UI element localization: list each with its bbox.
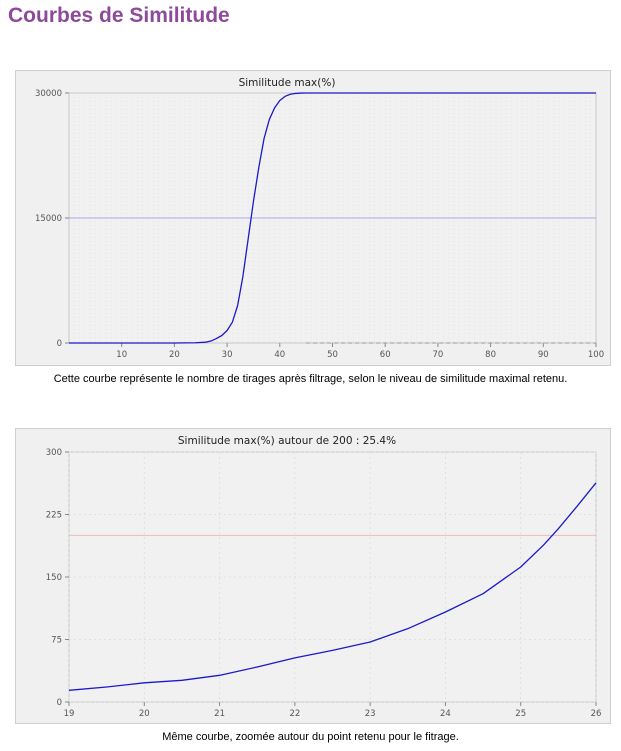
chart-similitude-full-caption: Cette courbe représente le nombre de tir…	[53, 373, 568, 385]
page-title: Courbes de Similitude	[8, 4, 230, 27]
x-tick-label: 19	[64, 709, 75, 719]
chart-similitude-zoom: 19 20 21 22 23 24 25 26 0 75 150 225 300 Similitude m…	[15, 428, 611, 724]
chart-title: Similitude max(%)	[239, 77, 336, 89]
y-tick-label: 300	[46, 448, 62, 458]
chart-title: Similitude max(%) autour de 200 : 25.4%	[178, 435, 396, 447]
y-tick-label: 225	[46, 511, 62, 521]
y-tick-label: 0	[57, 698, 62, 708]
x-tick-label: 20	[169, 350, 180, 360]
x-tick-label: 25	[515, 709, 526, 719]
y-tick-label: 15000	[35, 214, 62, 224]
y-tick-label: 75	[51, 636, 62, 646]
x-tick-label: 100	[588, 350, 604, 360]
plot-area	[68, 451, 597, 703]
chart-similitude-full-svg: 10 20 30 40 50 60 70 80 90 100 0 15000 30000 Similitu…	[35, 77, 604, 360]
x-tick-label: 70	[432, 350, 443, 360]
x-tick-label: 26	[591, 709, 602, 719]
x-tick-label: 20	[139, 709, 150, 719]
x-tick-label: 23	[365, 709, 376, 719]
series-line	[68, 482, 597, 691]
x-tick-label: 10	[116, 350, 127, 360]
x-tick-label: 50	[327, 350, 338, 360]
x-tick-label: 80	[485, 350, 496, 360]
y-tick-label: 150	[46, 573, 62, 583]
x-tick-label: 90	[538, 350, 549, 360]
x-tick-label: 22	[289, 709, 300, 719]
x-tick-label: 24	[440, 709, 451, 719]
x-tick-label: 60	[380, 350, 391, 360]
chart-similitude-full: 10 20 30 40 50 60 70 80 90 100 0 15000 30000 Similitu…	[15, 70, 611, 366]
series-line	[69, 92, 596, 344]
chart-similitude-zoom-svg: 19 20 21 22 23 24 25 26 0 75 150 225 300 Similitude m…	[46, 435, 602, 719]
x-tick-label: 21	[214, 709, 225, 719]
y-tick-label: 0	[57, 339, 62, 349]
chart-similitude-zoom-caption: Même courbe, zoomée autour du point rete…	[162, 731, 459, 743]
y-tick-label: 30000	[35, 89, 62, 99]
x-tick-label: 40	[274, 350, 285, 360]
x-tick-label: 30	[222, 350, 233, 360]
